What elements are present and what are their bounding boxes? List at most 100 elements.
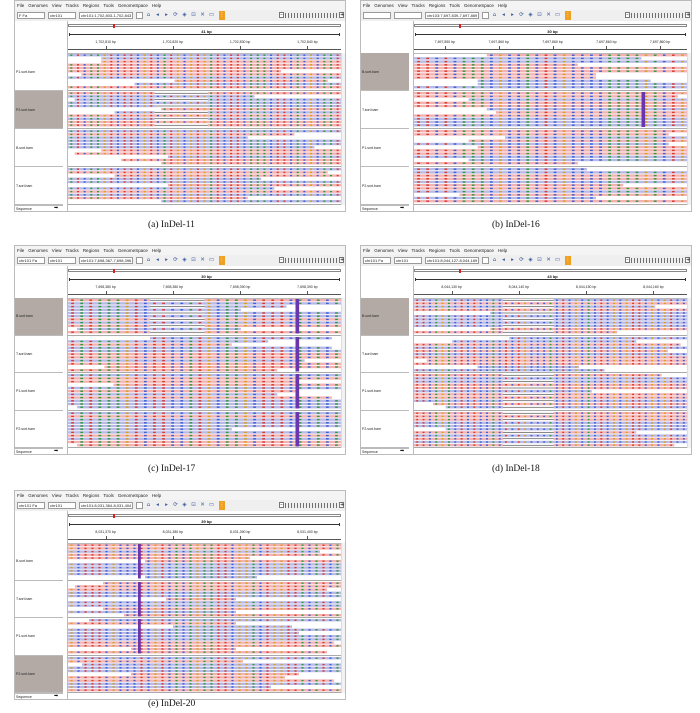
read[interactable] <box>414 70 687 73</box>
read[interactable] <box>414 60 687 63</box>
read[interactable] <box>414 187 687 190</box>
chromosome-ideogram[interactable] <box>414 269 687 273</box>
back-icon[interactable]: ◂ <box>502 256 505 263</box>
ruler-icon[interactable]: ⋮ <box>219 11 225 20</box>
menu-help[interactable]: Help <box>151 3 162 8</box>
track-name-p1[interactable]: P1.sort.bam <box>361 129 409 167</box>
alignment-track[interactable] <box>68 373 341 411</box>
alignment-track[interactable] <box>414 298 687 336</box>
read[interactable] <box>101 60 341 63</box>
read[interactable] <box>167 184 341 187</box>
zoom-slider[interactable] <box>631 13 683 18</box>
read[interactable] <box>468 158 687 162</box>
read[interactable] <box>414 200 687 203</box>
menu-file[interactable]: File <box>17 3 25 8</box>
read[interactable] <box>414 130 687 133</box>
zoom-out-button[interactable]: – <box>279 257 284 263</box>
home-icon[interactable]: ⌂ <box>146 11 151 18</box>
alignment-track[interactable] <box>414 91 687 129</box>
track-name-t[interactable]: T.sort.bam <box>15 167 63 205</box>
alignment-track[interactable] <box>68 336 341 373</box>
read[interactable] <box>505 136 687 139</box>
menu-genomes[interactable]: Genomes <box>374 248 394 253</box>
ruler-icon[interactable]: ⋮ <box>565 256 571 265</box>
strand-arrow-icon[interactable]: ➡ <box>54 448 59 454</box>
read[interactable] <box>414 66 687 70</box>
read[interactable] <box>414 180 687 184</box>
read[interactable] <box>68 427 232 430</box>
menu-regions[interactable]: Regions <box>82 3 100 8</box>
zoom-in-button[interactable]: + <box>339 12 345 18</box>
track-scrollbar[interactable] <box>341 298 345 336</box>
menu-genomespace[interactable]: GenomeSpace <box>463 3 494 8</box>
read[interactable] <box>414 142 669 146</box>
chromosome-select[interactable]: chr101 <box>48 256 76 264</box>
track-name-t[interactable]: T.sort.bam <box>361 336 409 373</box>
read[interactable] <box>101 57 341 60</box>
alignment-track[interactable] <box>68 91 341 129</box>
menu-view[interactable]: View <box>51 3 62 8</box>
read[interactable] <box>68 377 341 380</box>
read[interactable] <box>414 133 669 136</box>
read[interactable] <box>414 76 596 79</box>
menu-tracks[interactable]: Tracks <box>65 248 79 253</box>
zoom-out-button[interactable]: – <box>625 12 630 18</box>
track-name-p2[interactable]: P2.sort.bam <box>361 167 409 205</box>
location-icon[interactable]: ◈ <box>528 256 533 263</box>
track-name-b[interactable]: B.sort.bam <box>361 298 409 336</box>
alignment-track[interactable] <box>414 167 687 205</box>
read[interactable] <box>68 417 341 421</box>
read[interactable] <box>414 63 578 66</box>
read[interactable] <box>104 365 341 368</box>
read[interactable] <box>68 421 341 424</box>
read[interactable] <box>114 111 341 114</box>
back-icon[interactable]: ◂ <box>156 256 159 263</box>
menu-help[interactable]: Help <box>497 248 508 253</box>
popup-text-icon[interactable]: ▭ <box>554 256 561 263</box>
go-button[interactable] <box>482 11 489 19</box>
track-scrollbar[interactable] <box>687 53 691 91</box>
locus-input[interactable]: chr103:7,697,839-7,697,869 <box>425 11 479 19</box>
track-name-t[interactable]: T.sort.bam <box>15 336 63 373</box>
chromosome-select[interactable]: chr101 <box>48 11 76 19</box>
genome-select[interactable]: F Fa <box>17 11 45 19</box>
menu-genomes[interactable]: Genomes <box>28 248 48 253</box>
home-icon[interactable]: ⌂ <box>492 11 497 18</box>
genome-select[interactable] <box>363 11 391 19</box>
menu-tools[interactable]: Tools <box>449 3 460 8</box>
popup-text-icon[interactable]: ▭ <box>208 256 215 263</box>
read[interactable] <box>414 86 687 89</box>
menu-view[interactable]: View <box>397 248 408 253</box>
read[interactable] <box>68 374 341 377</box>
read[interactable] <box>414 104 687 108</box>
read[interactable] <box>414 73 596 76</box>
track-name-p1[interactable]: P1.sort.bam <box>15 373 63 411</box>
refresh-icon[interactable]: ⟳ <box>519 256 524 263</box>
popup-text-icon[interactable]: ▭ <box>208 11 215 18</box>
alignment-track[interactable] <box>68 129 341 167</box>
track-name-p1[interactable]: P1.sort.bam <box>15 53 63 91</box>
menu-regions[interactable]: Regions <box>82 248 100 253</box>
locus-input[interactable]: chr101:7,698,367-7,698,396 <box>79 256 133 264</box>
menu-tracks[interactable]: Tracks <box>411 3 425 8</box>
menu-genomes[interactable]: Genomes <box>28 3 48 8</box>
chromosome-ideogram[interactable] <box>68 24 341 28</box>
alignment-track[interactable] <box>68 167 341 205</box>
insertion-marker[interactable] <box>295 411 300 447</box>
refresh-icon[interactable]: ⟳ <box>519 11 524 18</box>
genome-select[interactable]: chr101 Fa <box>17 256 45 264</box>
menu-genomespace[interactable]: GenomeSpace <box>117 3 148 8</box>
read[interactable] <box>414 162 578 165</box>
menu-genomes[interactable]: Genomes <box>374 3 394 8</box>
track-scrollbar[interactable] <box>687 91 691 129</box>
zoom-out-button[interactable]: – <box>279 12 284 18</box>
insertion-marker[interactable] <box>295 299 300 334</box>
track-scrollbar[interactable] <box>341 335 345 373</box>
location-icon[interactable]: ◈ <box>528 11 533 18</box>
read[interactable] <box>68 414 341 418</box>
read[interactable] <box>68 349 341 352</box>
track-scrollbar[interactable] <box>687 167 691 205</box>
menu-regions[interactable]: Regions <box>428 3 446 8</box>
zoom-icon[interactable]: ⊡ <box>537 11 542 18</box>
ruler-icon[interactable]: ⋮ <box>565 11 571 20</box>
